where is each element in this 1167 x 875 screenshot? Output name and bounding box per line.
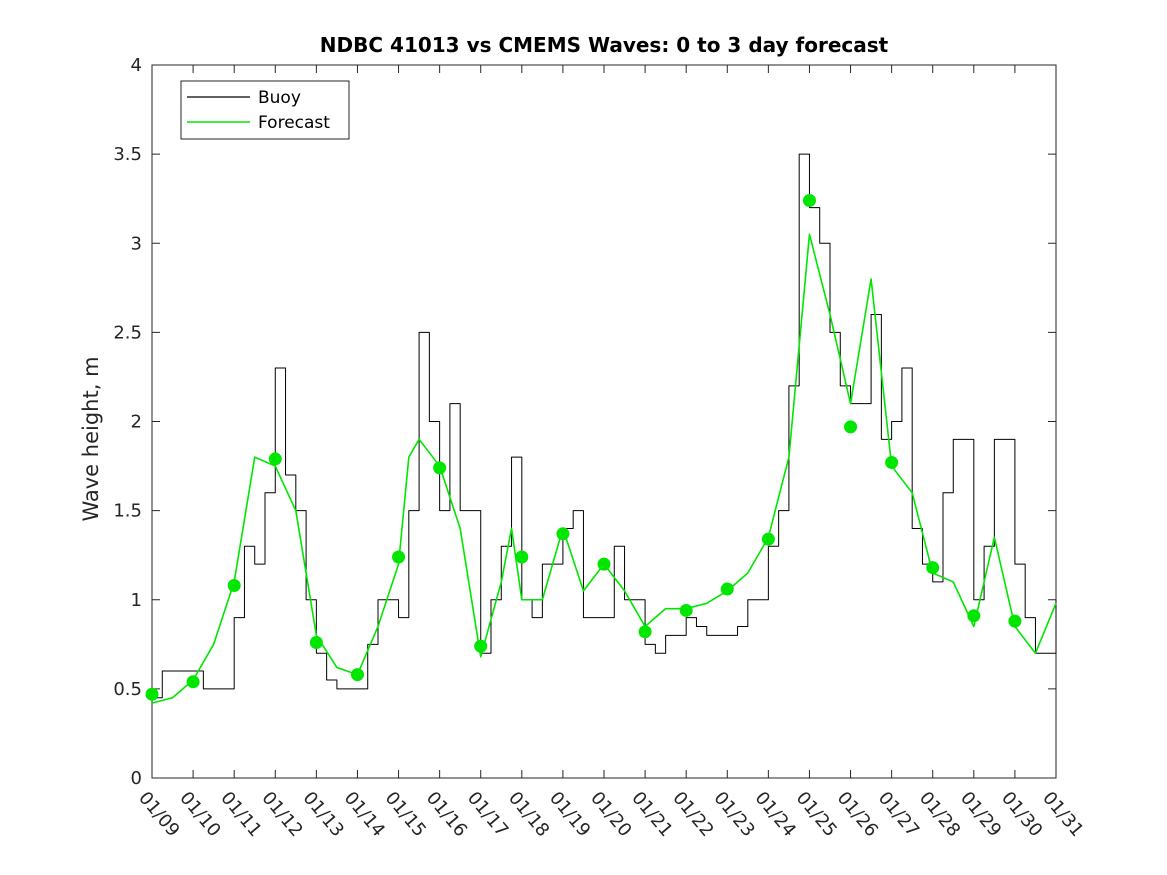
forecast-marker	[227, 578, 241, 592]
forecast-marker	[309, 636, 323, 650]
forecast-marker	[761, 532, 775, 546]
forecast-marker	[720, 582, 734, 596]
forecast-marker	[1008, 614, 1022, 628]
y-tick-label: 4	[131, 55, 142, 76]
forecast-marker	[597, 557, 611, 571]
series-line-forecast	[151, 233, 1057, 704]
legend-box	[180, 80, 350, 140]
forecast-marker	[515, 550, 529, 564]
forecast-marker	[392, 550, 406, 564]
y-axis-label: Wave height, m	[79, 356, 103, 521]
y-tick-label: 2.5	[113, 322, 142, 343]
y-tick-label: 0.5	[113, 679, 142, 700]
forecast-marker	[802, 193, 816, 207]
forecast-marker	[926, 561, 940, 575]
forecast-marker	[145, 687, 159, 701]
forecast-marker	[885, 455, 899, 469]
y-tick-label: 2	[131, 412, 142, 433]
y-tick-label: 3.5	[113, 144, 142, 165]
forecast-marker	[186, 675, 200, 689]
forecast-marker	[268, 452, 282, 466]
forecast-marker	[638, 625, 652, 639]
y-tick-label: 3	[131, 233, 142, 254]
forecast-marker	[474, 639, 488, 653]
forecast-marker	[844, 420, 858, 434]
legend: Buoy Forecast	[180, 80, 350, 140]
y-tick-label: 1.5	[113, 501, 142, 522]
chart-title: NDBC 41013 vs CMEMS Waves: 0 to 3 day fo…	[320, 33, 889, 57]
legend-buoy-label: Buoy	[258, 88, 301, 108]
series-line-buoy	[152, 153, 1057, 699]
forecast-marker	[556, 527, 570, 541]
forecast-marker	[350, 668, 364, 682]
forecast-marker	[679, 603, 693, 617]
forecast-marker	[433, 461, 447, 475]
y-tick-label: 0	[131, 768, 142, 789]
y-tick-label: 1	[131, 590, 142, 611]
legend-forecast-label: Forecast	[258, 113, 330, 133]
forecast-marker	[967, 609, 981, 623]
